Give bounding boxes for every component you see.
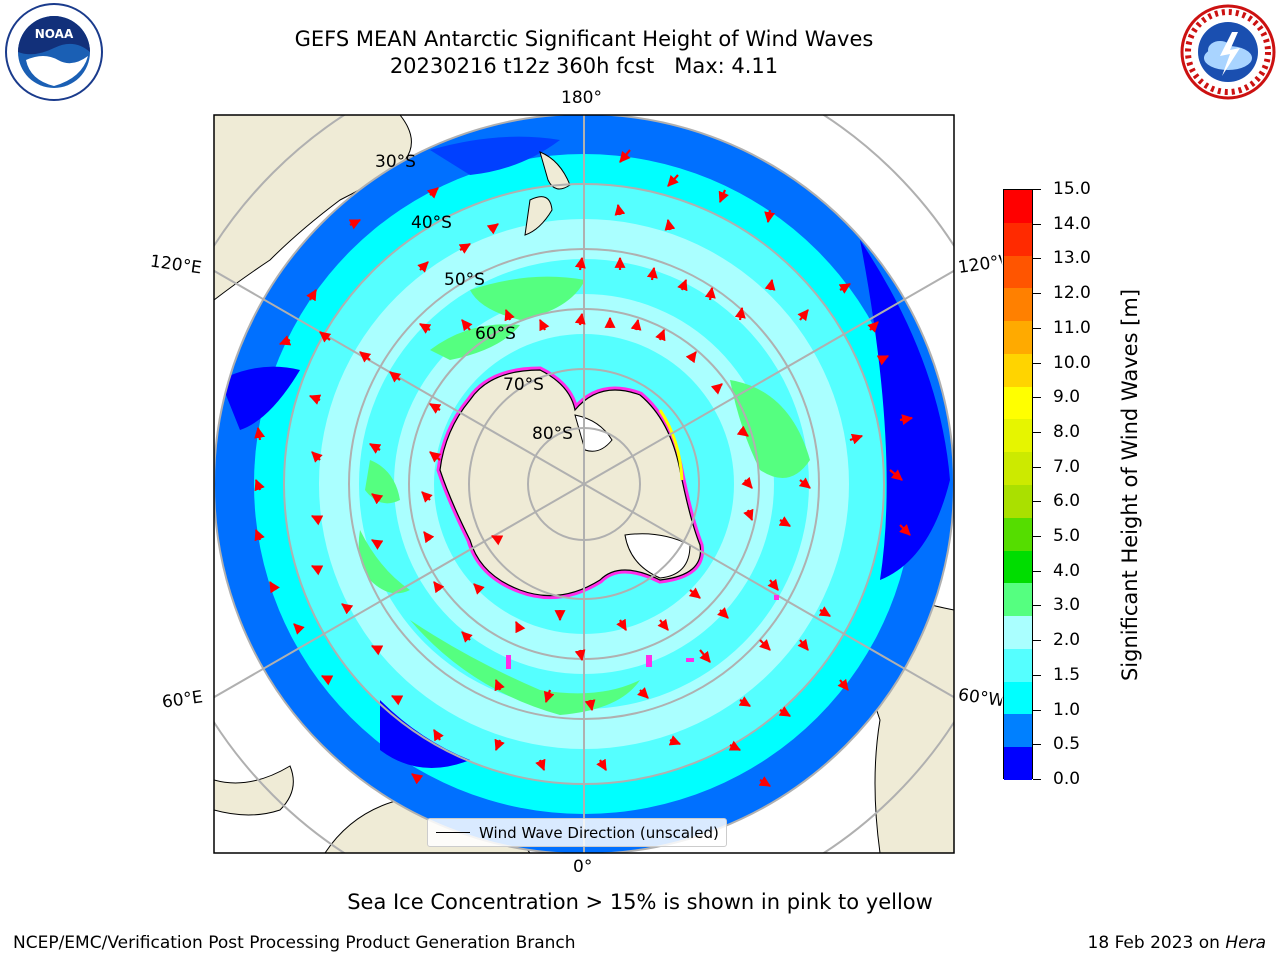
lat-label-50s: 50°S: [444, 270, 485, 290]
lon-label-0: 0°: [573, 857, 593, 877]
colorbar-tick: [1033, 189, 1041, 190]
colorbar-segment: [1004, 452, 1032, 486]
colorbar-segment: [1004, 190, 1032, 224]
colorbar-tick-label: 3.0: [1053, 595, 1081, 616]
sea-ice-note: Sea Ice Concentration > 15% is shown in …: [347, 890, 933, 914]
colorbar-tick-label: 2.0: [1053, 630, 1081, 651]
lat-label-70s: 70°S: [503, 375, 544, 395]
colorbar-tick-label: 0.0: [1053, 769, 1081, 789]
colorbar-tick: [1033, 327, 1041, 329]
title-line-2: 20230216 t12z 360h fcst Max: 4.11: [389, 54, 779, 78]
map-legend: Wind Wave Direction (unscaled): [427, 818, 727, 847]
colorbar-tick-label: 15.0: [1053, 179, 1091, 199]
colorbar-tick-label: 11.0: [1053, 317, 1091, 338]
colorbar-tick-label: 1.0: [1053, 699, 1081, 720]
colorbar-tick: [1033, 605, 1041, 607]
colorbar-tick: [1033, 397, 1041, 399]
colorbar-tick: [1033, 536, 1041, 538]
noaa-logo: NOAA: [5, 3, 103, 101]
map-border: [213, 114, 955, 854]
colorbar-tick: [1033, 674, 1041, 676]
colorbar-tick-label: 13.0: [1053, 248, 1091, 269]
colorbar-segment: [1004, 616, 1032, 650]
colorbar-tick: [1033, 779, 1041, 780]
footer-credit: NCEP/EMC/Verification Post Processing Pr…: [13, 933, 576, 953]
colorbar-segment: [1004, 321, 1032, 355]
lat-label-40s: 40°S: [411, 213, 452, 233]
legend-label: Wind Wave Direction (unscaled): [479, 823, 719, 842]
legend-line-swatch: [436, 832, 470, 833]
colorbar-tick: [1033, 640, 1041, 642]
colorbar-tick-label: 10.0: [1053, 352, 1091, 373]
colorbar-tick-label: 14.0: [1053, 213, 1091, 234]
colorbar-segment: [1004, 714, 1032, 748]
plot-title: GEFS MEAN Antarctic Significant Height o…: [184, 26, 984, 80]
colorbar-tick-label: 4.0: [1053, 560, 1081, 581]
colorbar-tick: [1033, 293, 1041, 295]
wind-wave-arrows: [254, 149, 914, 787]
colorbar-segment: [1004, 550, 1032, 584]
colorbar-tick-label: 12.0: [1053, 283, 1091, 304]
colorbar-segment: [1004, 648, 1032, 683]
colorbar-tick-label: 1.5: [1053, 664, 1081, 685]
colorbar-segment: [1004, 255, 1032, 289]
colorbar-tick-label: 5.0: [1053, 526, 1081, 547]
colorbar-tick: [1033, 709, 1041, 711]
sea-ice-patches: [506, 595, 779, 669]
colorbar-tick: [1033, 744, 1041, 746]
colorbar-segment: [1004, 386, 1032, 420]
colorbar-tick-label: 8.0: [1053, 421, 1081, 442]
colorbar-segment: [1004, 681, 1032, 715]
colorbar-tick: [1033, 223, 1041, 225]
national-weather-service-logo: [1180, 4, 1276, 100]
colorbar-tick: [1033, 431, 1041, 433]
colorbar-segment: [1004, 747, 1032, 781]
colorbar-segment: [1004, 222, 1032, 257]
colorbar: [1003, 189, 1033, 781]
title-line-1: GEFS MEAN Antarctic Significant Height o…: [294, 27, 874, 51]
colorbar-segment: [1004, 517, 1032, 552]
colorbar-tick: [1033, 258, 1041, 260]
lat-label-60s: 60°S: [475, 324, 516, 344]
colorbar-tick-label: 9.0: [1053, 387, 1081, 408]
lat-label-80s: 80°S: [532, 424, 573, 444]
lon-label-180: 180°: [561, 88, 602, 108]
footer-date: 18 Feb 2023 on Hera: [1088, 933, 1266, 953]
colorbar-tick: [1033, 466, 1041, 468]
lat-label-30s: 30°S: [375, 152, 416, 172]
footer-host: Hera: [1225, 933, 1266, 953]
colorbar-segment: [1004, 288, 1032, 322]
colorbar-segment: [1004, 419, 1032, 453]
colorbar-tick-label: 6.0: [1053, 491, 1081, 512]
colorbar-tick-label: 0.5: [1053, 734, 1081, 755]
graticule: [214, 115, 954, 853]
svg-text:NOAA: NOAA: [35, 27, 74, 41]
colorbar-label: Significant Height of Wind Waves [m]: [1118, 288, 1142, 682]
colorbar-tick: [1033, 362, 1041, 364]
colorbar-segment: [1004, 485, 1032, 519]
footer-date-text: 18 Feb 2023 on: [1087, 933, 1226, 953]
colorbar-tick: [1033, 570, 1041, 572]
colorbar-segment: [1004, 353, 1032, 388]
colorbar-segment: [1004, 583, 1032, 617]
colorbar-tick: [1033, 501, 1041, 503]
colorbar-tick-label: 7.0: [1053, 456, 1081, 477]
